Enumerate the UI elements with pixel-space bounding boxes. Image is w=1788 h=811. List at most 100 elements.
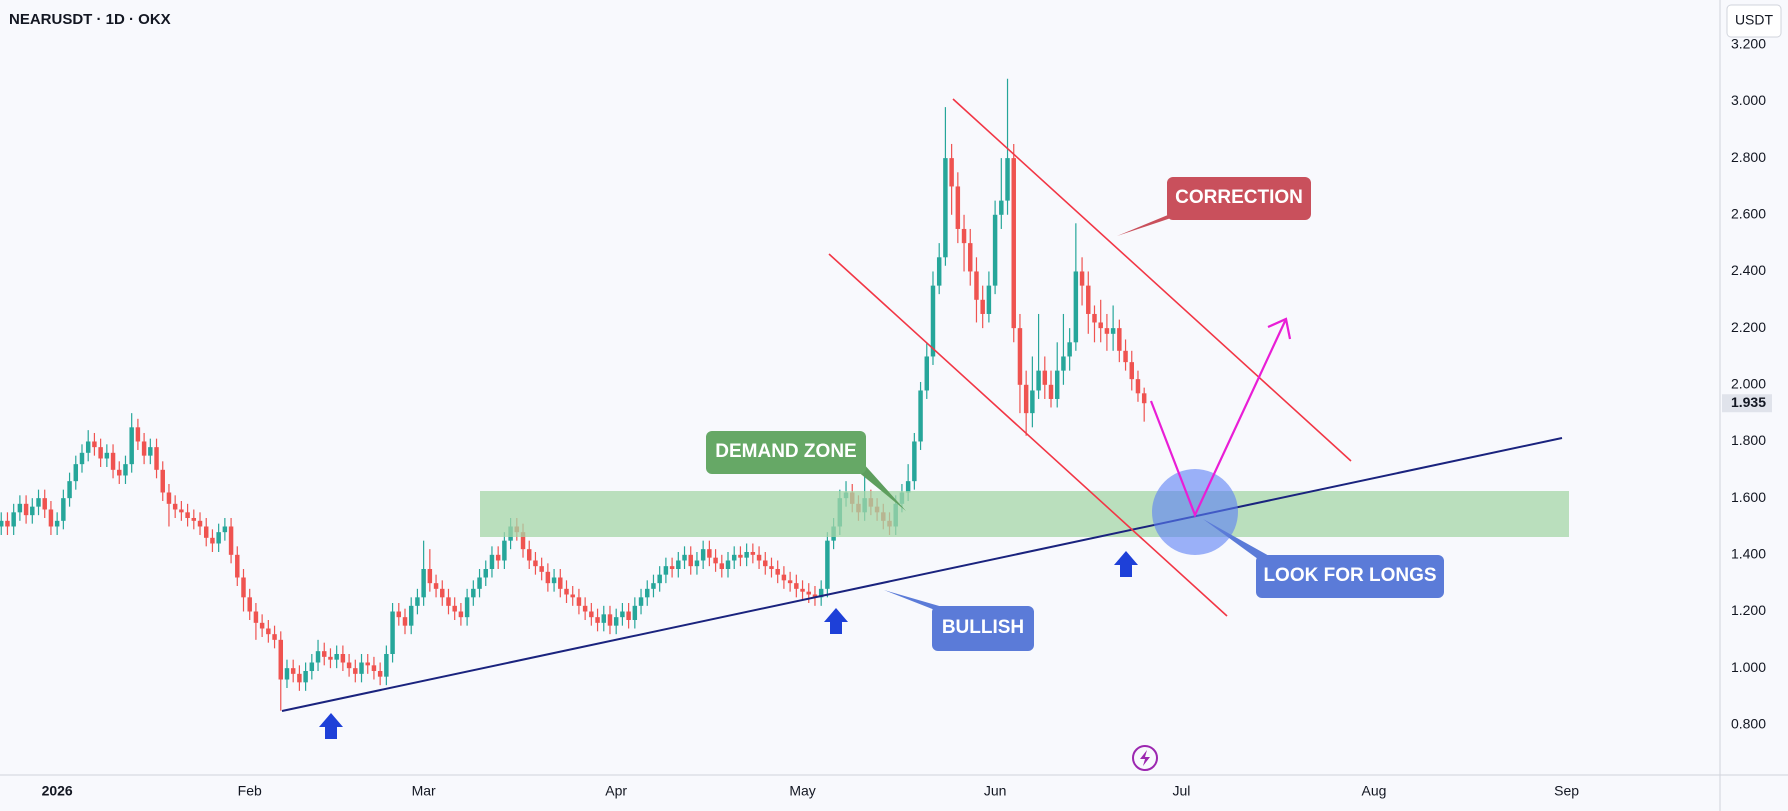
candle-body — [284, 668, 290, 680]
candle-body — [1042, 370, 1048, 385]
candle-body — [607, 614, 613, 626]
candle-body — [117, 469, 122, 476]
candle-body — [110, 452, 116, 470]
candle-body — [657, 574, 662, 584]
candle-body — [756, 554, 762, 561]
candle-body — [48, 509, 54, 527]
callout-pointer — [846, 462, 906, 511]
candle-body — [172, 503, 178, 510]
y-tick-label: 3.000 — [1731, 92, 1766, 108]
candle-body — [626, 611, 631, 620]
candle-body — [427, 568, 433, 584]
candle-body — [980, 299, 985, 314]
candle-body — [558, 577, 563, 589]
candle-body — [222, 526, 228, 533]
candle-body — [632, 605, 638, 620]
candle-body — [228, 526, 234, 555]
candles — [0, 78, 1147, 711]
candle-body — [1104, 328, 1110, 334]
demand-zone — [480, 491, 1569, 537]
candle-body — [700, 549, 706, 561]
candle-body — [787, 580, 793, 584]
channel-upper — [952, 98, 1352, 462]
candle-body — [384, 654, 389, 677]
candle-body — [955, 186, 961, 229]
candle-body — [912, 441, 917, 482]
y-tick-label: 2.400 — [1731, 262, 1766, 278]
currency-button[interactable] — [1726, 4, 1782, 38]
candle-body — [489, 554, 495, 569]
candle-body — [1061, 356, 1066, 371]
candle-body — [464, 597, 470, 618]
candle-body — [290, 668, 296, 674]
candle-body — [235, 554, 240, 578]
candle-body — [353, 668, 358, 674]
candle-body — [1005, 158, 1010, 201]
last-price-label: 1.935 — [1731, 394, 1766, 410]
candle-body — [415, 597, 420, 606]
callout-text: CORRECTION — [1175, 187, 1303, 208]
candle-body — [402, 617, 408, 626]
trend-line — [281, 437, 1563, 712]
candle-body — [315, 651, 321, 663]
candle-body — [968, 243, 973, 272]
candle-body — [1141, 393, 1147, 404]
candle-body — [794, 583, 799, 589]
callout-box — [1167, 177, 1311, 220]
lightning-icon[interactable] — [1132, 745, 1158, 771]
y-tick-label: 2.800 — [1731, 149, 1766, 165]
candle-body — [197, 520, 203, 527]
candle-body — [570, 594, 575, 598]
candle-body — [924, 356, 930, 391]
candle-body — [669, 566, 675, 569]
candle-body — [160, 469, 165, 493]
currency-label[interactable]: USDT — [1735, 12, 1774, 28]
candle-body — [166, 492, 172, 504]
callout-text: DEMAND ZONE — [715, 441, 856, 462]
candle-body — [123, 464, 128, 476]
candle-body — [54, 520, 60, 527]
x-tick-label: Jul — [1172, 783, 1190, 799]
candle-body — [812, 594, 818, 598]
candle-body — [359, 662, 364, 674]
candle-body — [682, 554, 687, 561]
candle-body — [421, 568, 426, 598]
candle-body — [471, 588, 476, 598]
candle-body — [79, 452, 85, 465]
candle-body — [1048, 384, 1054, 399]
candle-body — [154, 447, 159, 470]
y-tick-label: 1.400 — [1731, 546, 1766, 562]
x-tick-label: Feb — [238, 783, 262, 799]
candle-body — [98, 447, 103, 459]
candle-body — [303, 671, 308, 683]
candle-body — [526, 549, 532, 561]
candle-body — [1067, 342, 1072, 357]
candle-body — [638, 597, 644, 606]
candle-body — [750, 551, 756, 555]
candle-body — [781, 574, 787, 581]
candle-body — [328, 656, 333, 660]
candle-body — [918, 390, 923, 442]
candle-body — [576, 597, 582, 606]
x-tick-label: Sep — [1554, 783, 1579, 799]
y-tick-label: 2.000 — [1731, 376, 1766, 392]
candle-body — [148, 447, 153, 456]
x-tick-label: 2026 — [42, 783, 73, 799]
candle-body — [483, 568, 488, 578]
candle-body — [825, 540, 830, 589]
candle-body — [725, 560, 731, 569]
candle-body — [744, 551, 749, 558]
candle-body — [73, 464, 79, 482]
candle-body — [620, 611, 625, 618]
candle-body — [377, 671, 383, 677]
y-tick-label: 1.800 — [1731, 432, 1766, 448]
candle-body — [390, 611, 395, 655]
y-tick-label: 1.200 — [1731, 602, 1766, 618]
candle-body — [278, 639, 284, 680]
candle-body — [11, 512, 16, 527]
candle-body — [259, 622, 265, 629]
x-tick-label: May — [789, 783, 815, 799]
candle-body — [589, 611, 594, 618]
candle-body — [595, 617, 600, 623]
candle-body — [247, 597, 252, 612]
